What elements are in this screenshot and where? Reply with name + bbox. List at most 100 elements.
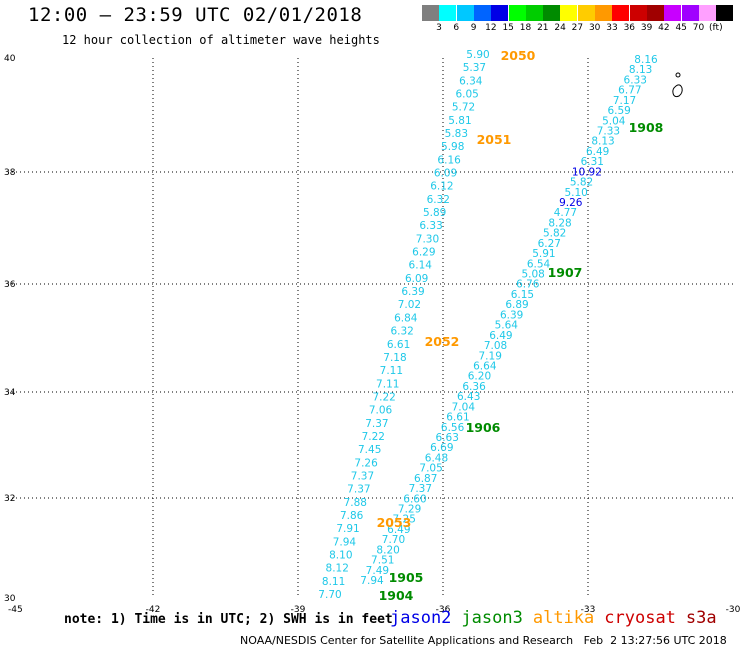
x-tick-label: -45: [8, 605, 23, 615]
scale-label: 33: [606, 23, 618, 33]
swh-value: 7.37: [347, 484, 370, 496]
swh-value: 7.51: [371, 555, 394, 567]
swh-value: 7.33: [597, 126, 620, 138]
swh-value: 8.16: [634, 54, 658, 66]
swh-value: 7.86: [340, 510, 364, 522]
swh-value: 7.29: [398, 503, 421, 515]
satellite-legend-cryosat: cryosat: [604, 608, 676, 628]
swh-value: 7.49: [366, 565, 389, 577]
swh-value: 5.82: [543, 228, 566, 240]
swh-value: 6.27: [538, 238, 561, 250]
time-label: 1907: [548, 265, 583, 280]
swh-value: 6.89: [505, 299, 528, 311]
swh-value: 5.64: [495, 320, 519, 332]
satellite-legend-altika: altika: [532, 608, 595, 628]
time-label: 2051: [477, 132, 512, 147]
swh-value: 8.28: [548, 217, 571, 229]
swh-value: 6.56: [441, 422, 465, 434]
swh-value: 6.76: [516, 279, 540, 291]
swh-value: 5.81: [448, 115, 471, 127]
satellite-legend: jason2 jason3 altika cryosat s3a: [390, 608, 727, 628]
scale-swatch: [681, 5, 699, 21]
x-tick-label: -42: [146, 605, 161, 615]
scale-swatch: [595, 5, 612, 21]
time-labels: 2050 2051 2052 2053 1908 1907 1906 1905 1904: [377, 48, 664, 603]
swh-value: 6.49: [387, 524, 410, 536]
swh-value: 5.72: [452, 102, 475, 114]
satellite-legend-jason3: jason3: [461, 608, 523, 628]
scale-swatch: [716, 5, 734, 21]
swh-value: 7.17: [613, 95, 636, 107]
scale-label: 36: [623, 23, 636, 33]
scale-swatch: [525, 5, 543, 21]
swh-value: 6.54: [527, 258, 551, 270]
swh-value: 7.94: [333, 536, 357, 548]
scale-swatch: [612, 5, 630, 21]
altimeter-tracks: 5.905.376.34 6.055.725.815.835.986.16 6.09…: [318, 49, 658, 601]
swh-value: 7.37: [409, 483, 432, 495]
satellite-legend-jason2: jason2: [390, 608, 452, 628]
swh-value: 6.36: [462, 381, 486, 393]
swh-value: 6.32: [427, 194, 450, 206]
y-tick-label: 38: [4, 168, 16, 178]
swh-value: 4.77: [554, 207, 577, 219]
scale-swatch: [664, 5, 682, 21]
swh-value: 8.13: [591, 136, 614, 148]
scale-label: 15: [502, 23, 514, 33]
swh-value: 5.90: [466, 49, 489, 61]
swh-value: 5.04: [602, 115, 626, 127]
swh-value: 7.11: [380, 365, 403, 377]
credit-line: NOAA/NESDIS Center for Satellite Applica…: [240, 634, 727, 647]
footnote: note: 1) Time is in UTC; 2) SWH is in fe…: [64, 612, 393, 627]
swh-value: 8.10: [329, 549, 352, 561]
swh-value: 6.43: [457, 391, 480, 403]
map-subtitle: 12 hour collection of altimeter wave hei…: [62, 33, 380, 47]
swh-value: 7.70: [382, 534, 405, 546]
y-tick-label: 30: [4, 594, 16, 604]
swh-value: 6.12: [430, 181, 453, 193]
lat-lon-grid: [8, 58, 733, 598]
swh-value: 7.25: [393, 514, 416, 526]
swh-value: 6.60: [403, 493, 426, 505]
scale-label: 3: [436, 23, 442, 33]
swh-value: 7.37: [351, 470, 374, 482]
scale-swatch: [491, 5, 509, 21]
scale-label: 39: [640, 23, 653, 33]
time-label: 1908: [629, 120, 664, 135]
scale-swatch: [577, 5, 595, 21]
swh-value: 6.64: [473, 360, 497, 372]
y-tick-label: 32: [4, 494, 15, 504]
scale-label: 70: [692, 23, 705, 33]
scale-swatch: [439, 5, 457, 21]
swh-value: 7.37: [365, 418, 388, 430]
swh-value: 7.26: [354, 457, 378, 469]
swh-value: 6.14: [409, 260, 433, 272]
swh-value: 7.91: [336, 523, 359, 535]
swh-value: 7.04: [452, 401, 476, 413]
x-tick-label: -33: [581, 605, 596, 615]
swh-value: 7.18: [383, 352, 406, 364]
scale-swatch: [543, 5, 561, 21]
time-label: 2052: [425, 334, 460, 349]
scale-label: 21: [537, 23, 549, 33]
swh-value: 6.33: [419, 220, 442, 232]
swh-value: 6.61: [446, 412, 469, 424]
swh-value: 7.45: [358, 444, 381, 456]
swh-value: 6.05: [455, 89, 478, 101]
scale-swatch: [646, 5, 664, 21]
swh-value: 6.49: [489, 330, 512, 342]
scale-label: (ft): [709, 23, 723, 33]
swh-value: 5.10: [564, 187, 587, 199]
swh-value: 6.48: [425, 452, 448, 464]
swh-value: 6.32: [390, 326, 413, 338]
swh-value: 5.82: [570, 177, 593, 189]
swh-value: 5.08: [521, 269, 544, 281]
swh-value: 6.63: [436, 432, 459, 444]
swh-value: 6.34: [459, 75, 483, 87]
scale-swatch: [456, 5, 474, 21]
swh-value: 7.30: [416, 233, 439, 245]
axis-tick-labels: -45 -42 -39 -36 -33 -30 40 38 36 34 32 30: [4, 54, 740, 615]
swh-value: 6.84: [394, 312, 418, 324]
swh-value: 6.77: [618, 85, 641, 97]
swh-value: 8.13: [629, 64, 652, 76]
